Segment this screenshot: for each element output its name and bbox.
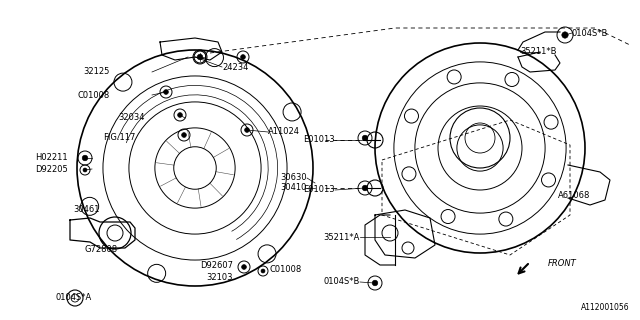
Text: A61068: A61068: [558, 190, 590, 199]
Circle shape: [242, 265, 246, 269]
Text: 32125: 32125: [84, 68, 110, 76]
Circle shape: [244, 128, 250, 132]
Text: FIG.117: FIG.117: [104, 132, 136, 141]
Text: D92205: D92205: [35, 164, 68, 173]
Circle shape: [182, 132, 186, 137]
Circle shape: [362, 185, 368, 191]
Circle shape: [372, 280, 378, 286]
Circle shape: [241, 55, 245, 60]
Text: D92607: D92607: [200, 260, 233, 269]
Text: 32103: 32103: [207, 274, 233, 283]
Text: FRONT: FRONT: [548, 259, 577, 268]
Text: 24234: 24234: [222, 62, 248, 71]
Text: 32034: 32034: [118, 114, 145, 123]
Circle shape: [197, 54, 203, 60]
Text: E01013: E01013: [303, 135, 335, 145]
Text: 0104S*B: 0104S*B: [324, 277, 360, 286]
Circle shape: [164, 90, 168, 94]
Text: 30461: 30461: [74, 205, 100, 214]
Text: G72808: G72808: [85, 245, 118, 254]
Circle shape: [83, 168, 87, 172]
Circle shape: [82, 155, 88, 161]
Text: 35211*B: 35211*B: [520, 47, 557, 57]
Text: H02211: H02211: [35, 154, 68, 163]
Text: 35211*A: 35211*A: [324, 233, 360, 242]
Text: 30410: 30410: [280, 183, 307, 193]
Circle shape: [178, 113, 182, 117]
Circle shape: [362, 135, 368, 141]
Text: C01008: C01008: [270, 266, 302, 275]
Text: C01008: C01008: [77, 91, 110, 100]
Text: 30630: 30630: [280, 173, 307, 182]
Text: E01013: E01013: [303, 186, 335, 195]
Text: 0104S*A: 0104S*A: [55, 293, 92, 302]
Text: A112001056: A112001056: [581, 303, 630, 312]
Circle shape: [261, 269, 265, 273]
Circle shape: [562, 32, 568, 38]
Text: A11024: A11024: [268, 127, 300, 137]
Text: 0104S*B: 0104S*B: [572, 28, 609, 37]
